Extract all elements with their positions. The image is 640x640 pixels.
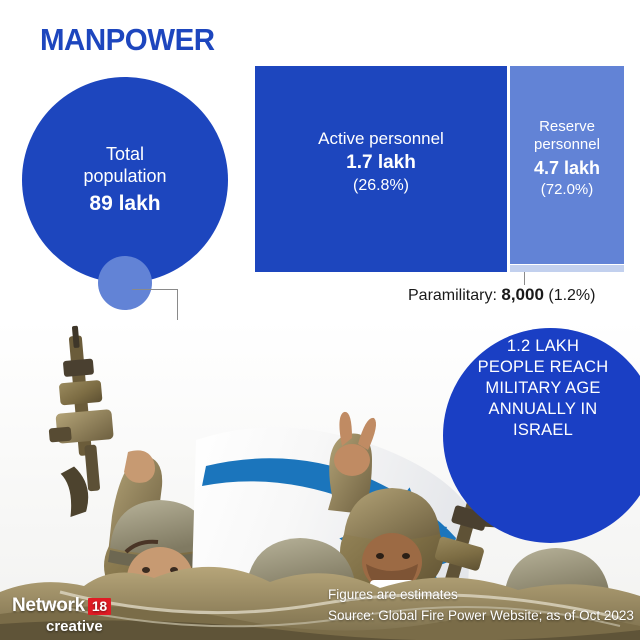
- logo-wordmark: Network: [12, 595, 85, 616]
- reserve-personnel-percent: (72.0%): [540, 180, 594, 198]
- military-age-text-group: 1.2 LAKH PEOPLE REACH MILITARY AGE ANNUA…: [443, 336, 640, 442]
- bar-segment-reserve: [510, 66, 624, 264]
- military-leader-line-horizontal: [132, 289, 178, 290]
- reserve-personnel-label-line1: Reserve: [539, 118, 595, 135]
- military-age-line2: PEOPLE REACH: [477, 358, 609, 377]
- military-age-line3: MILITARY AGE: [485, 379, 601, 398]
- military-age-line1: 1.2 LAKH: [506, 337, 580, 355]
- reserve-personnel-label-line2: personnel: [534, 136, 600, 153]
- logo-tagline: creative: [46, 618, 103, 635]
- reserve-personnel-text-group: Reserve personnel 4.7 lakh (72.0%): [510, 118, 624, 199]
- active-personnel-label: Active personnel: [318, 129, 444, 148]
- manpower-composition-bar: Active personnel 1.7 lakh (26.8%) Reserv…: [255, 66, 624, 272]
- military-age-line4: ANNUALLY IN: [488, 400, 598, 419]
- paramilitary-callout: Paramilitary: 8,000 (1.2%): [408, 285, 638, 305]
- total-population-value: 89 lakh: [89, 191, 161, 215]
- network18-creative-logo: Network 18 creative: [12, 595, 132, 635]
- paramilitary-label: Paramilitary:: [408, 287, 497, 304]
- military-age-line5: ISRAEL: [513, 421, 573, 440]
- figures-note: Figures are estimates: [328, 587, 458, 602]
- total-population-circle: [22, 77, 228, 283]
- logo-row-primary: Network 18: [12, 595, 132, 617]
- v-sign-hand: [334, 411, 376, 476]
- total-population-text-group: Total population 89 lakh: [22, 77, 228, 283]
- military-leader-line-vertical: [177, 289, 178, 321]
- rifle-left: [48, 325, 114, 518]
- bar-segment-paramilitary: [510, 265, 624, 272]
- military-age-circle: [443, 328, 640, 543]
- total-population-label-line1: Total: [105, 143, 145, 164]
- total-population-label-line2: population: [83, 165, 167, 186]
- active-personnel-percent: (26.8%): [352, 177, 410, 194]
- bar-segment-active: [255, 66, 507, 272]
- paramilitary-value: 8,000: [501, 285, 544, 304]
- page-title: MANPOWER: [40, 22, 215, 57]
- source-note: Source: Global Fire Power Website; as of…: [328, 607, 634, 623]
- paramilitary-leader-line: [524, 272, 525, 285]
- reserve-personnel-value: 4.7 lakh: [533, 158, 601, 178]
- logo-18-badge: 18: [87, 597, 111, 615]
- paramilitary-percent: (1.2%): [548, 287, 596, 304]
- footer-notes: Figures are estimates Source: Global Fir…: [328, 585, 640, 627]
- active-personnel-text-group: Active personnel 1.7 lakh (26.8%): [255, 128, 507, 196]
- active-personnel-value: 1.7 lakh: [346, 152, 416, 174]
- total-military-circle: [98, 256, 152, 310]
